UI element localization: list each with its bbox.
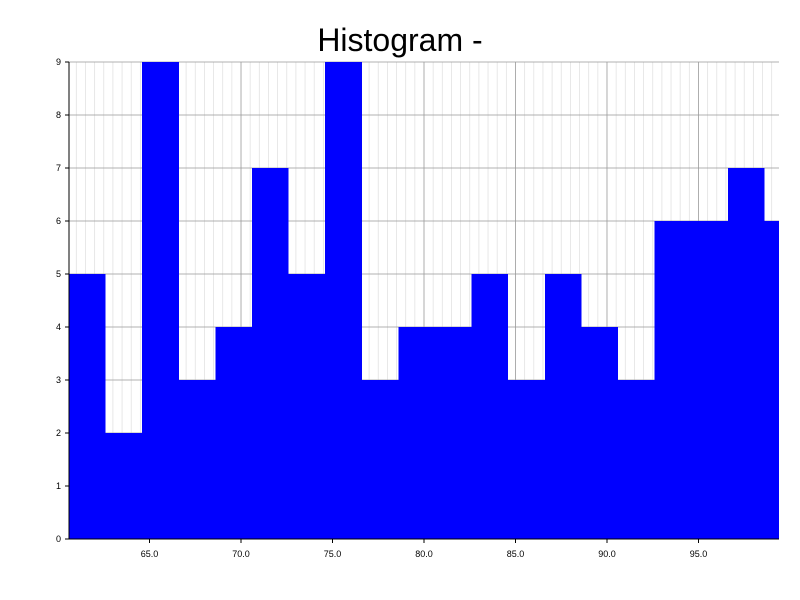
y-tick-label: 6 — [56, 216, 61, 226]
x-tick-label: 80.0 — [415, 549, 433, 559]
histogram-bar — [142, 62, 179, 539]
histogram-bar — [434, 327, 472, 539]
histogram-bar — [581, 327, 618, 539]
histogram-bar — [398, 327, 435, 539]
x-tick-label: 75.0 — [324, 549, 342, 559]
x-tick-label: 85.0 — [507, 549, 525, 559]
y-tick-label: 7 — [56, 163, 61, 173]
histogram-bar — [105, 433, 143, 539]
histogram-bar — [69, 274, 106, 539]
y-tick-label: 9 — [56, 57, 61, 67]
chart-title: Histogram - — [317, 22, 483, 58]
x-tick-label: 90.0 — [598, 549, 616, 559]
histogram-bar — [727, 168, 765, 539]
histogram-bar — [764, 221, 779, 539]
y-tick-label: 3 — [56, 375, 61, 385]
histogram-bar — [691, 221, 728, 539]
x-tick-label: 70.0 — [232, 549, 250, 559]
histogram-bar — [617, 380, 655, 539]
histogram-bar — [544, 274, 582, 539]
y-tick-label: 4 — [56, 322, 61, 332]
histogram-bars — [69, 62, 779, 539]
y-tick-label: 8 — [56, 110, 61, 120]
x-tick-labels: 65.0 70.0 75.0 80.0 85.0 90.0 95.0 — [141, 539, 708, 559]
histogram-bar — [325, 62, 362, 539]
y-tick-labels: 0 1 2 3 4 5 6 7 8 9 — [56, 57, 69, 544]
histogram-bar — [654, 221, 692, 539]
histogram-bar — [508, 380, 545, 539]
y-tick-label: 0 — [56, 534, 61, 544]
histogram-bar — [471, 274, 509, 539]
histogram-bar — [251, 168, 289, 539]
y-tick-label: 5 — [56, 269, 61, 279]
y-tick-label: 1 — [56, 481, 61, 491]
x-tick-label: 65.0 — [141, 549, 159, 559]
x-tick-label: 95.0 — [690, 549, 708, 559]
y-tick-label: 2 — [56, 428, 61, 438]
histogram-bar — [178, 380, 216, 539]
histogram-bar — [288, 274, 326, 539]
histogram-bar — [361, 380, 399, 539]
histogram-bar — [215, 327, 252, 539]
